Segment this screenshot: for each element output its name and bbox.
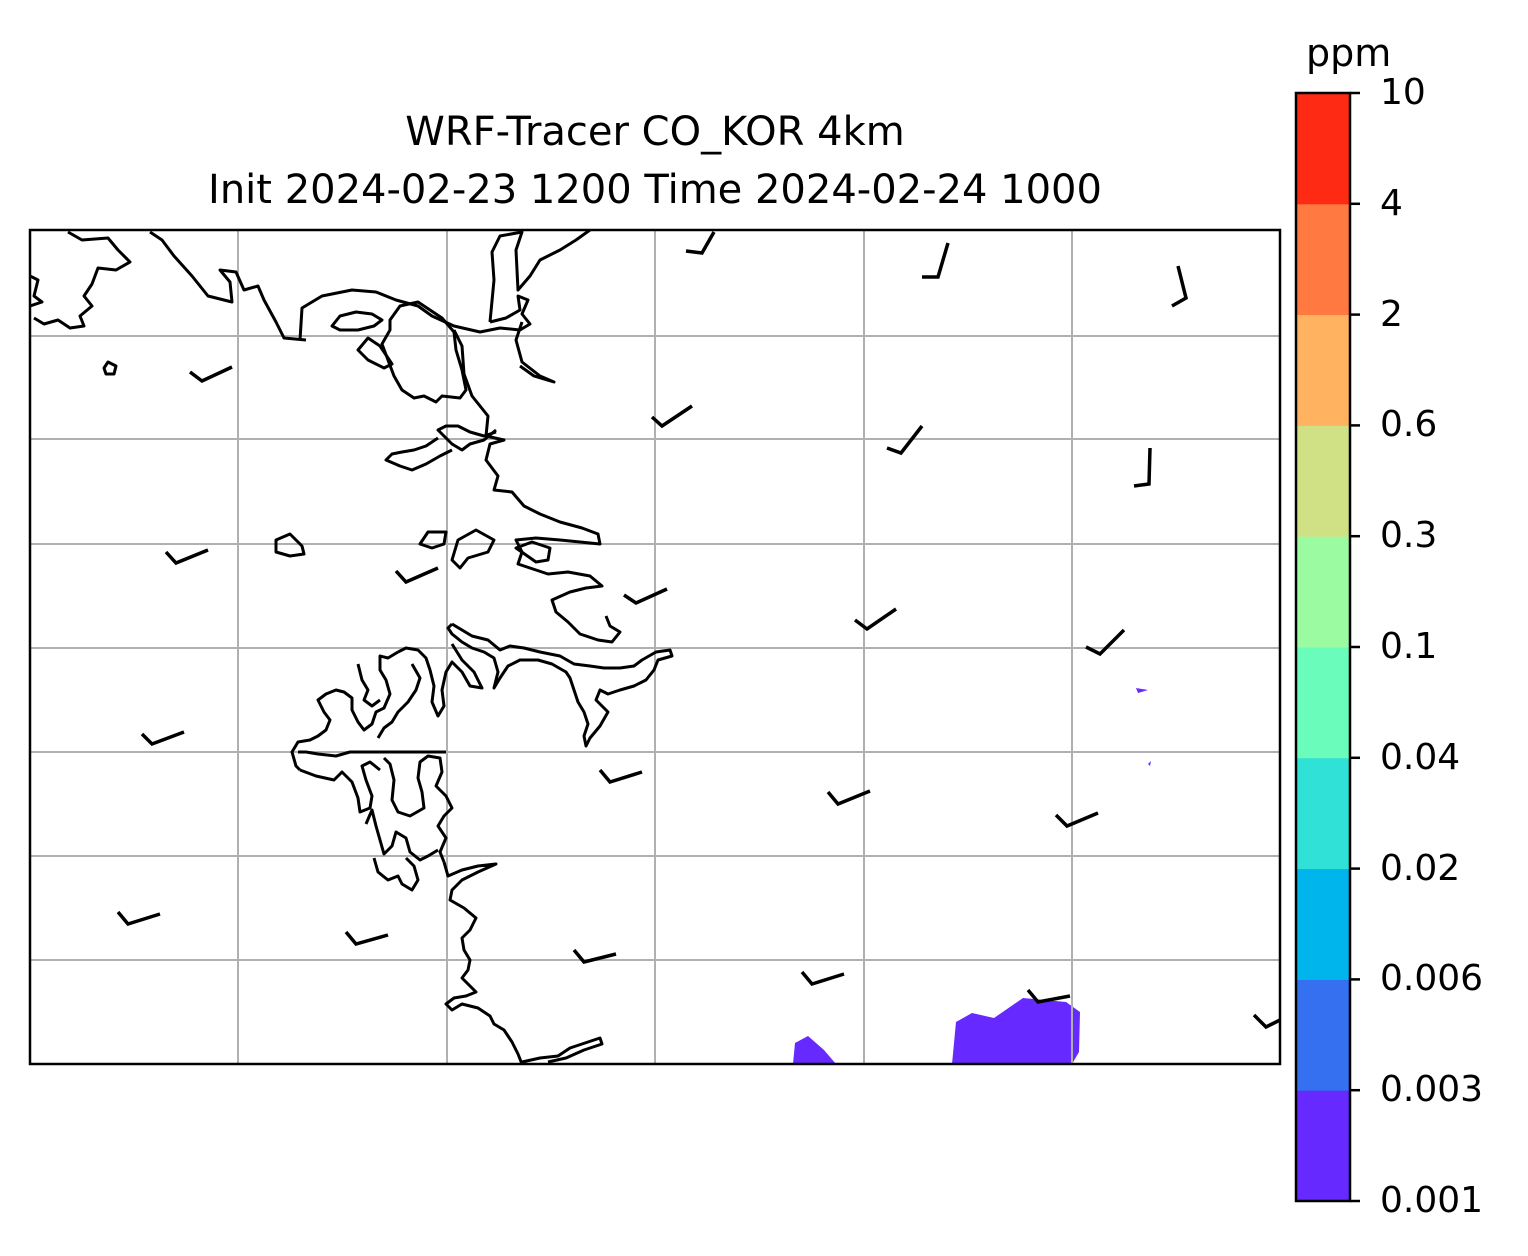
coastline: [514, 321, 556, 384]
wind-barb: [188, 365, 233, 384]
colorbar-tick-label: 0.04: [1380, 736, 1461, 778]
colorbar-tick-label: 0.6: [1380, 404, 1438, 446]
colorbar: [1294, 91, 1360, 1203]
wind-barb: [116, 910, 161, 927]
wind-barb: [164, 548, 209, 566]
coastline: [290, 650, 399, 772]
wind-barb: [598, 768, 643, 785]
wind-barb: [394, 566, 439, 585]
wind-barb: [1085, 628, 1126, 657]
colorbar-segment: [1296, 647, 1350, 759]
wind-barb: [1026, 988, 1071, 1004]
coastline: [356, 663, 381, 708]
colorbar-segment: [1296, 757, 1350, 870]
wind-barb: [685, 231, 716, 255]
colorbar-segment: [1296, 93, 1350, 205]
coastline: [488, 230, 591, 323]
colorbar-tick-label: 0.001: [1380, 1180, 1484, 1221]
wind-barb: [1171, 265, 1189, 308]
tracer-patch: [1136, 688, 1148, 693]
coastline: [397, 643, 484, 718]
wind-barb: [800, 970, 845, 987]
coastline: [418, 530, 448, 550]
coastline: [521, 1036, 604, 1064]
wind-barb: [853, 607, 897, 632]
colorbar-tick-label: 0.02: [1380, 847, 1461, 889]
coastline: [102, 360, 118, 376]
colorbar-tick-label: 0.1: [1380, 626, 1438, 667]
wind-barbs: [116, 231, 1280, 1030]
coastline: [330, 310, 384, 332]
coastline: [436, 424, 497, 452]
colorbar-segment: [1296, 203, 1350, 316]
coastline: [514, 540, 552, 564]
map-frame: [28, 228, 1282, 1066]
colorbar-tick-label: 10: [1380, 72, 1426, 113]
coastline: [380, 300, 468, 404]
coastline: [442, 861, 524, 1064]
wind-barb: [572, 948, 617, 964]
wind-barb: [886, 424, 924, 456]
colorbar-segment: [1296, 425, 1350, 537]
coastline: [382, 754, 454, 863]
coastline: [149, 230, 307, 342]
gridlines: [30, 230, 1280, 1064]
wind-barb: [140, 730, 185, 747]
colorbar-unit-label: ppm: [1306, 31, 1392, 75]
wind-barb: [650, 404, 693, 429]
tracer-patch: [793, 1036, 836, 1064]
coastline: [298, 288, 532, 341]
wind-barb: [1054, 811, 1099, 829]
chart-title-line1: WRF-Tracer CO_KOR 4km: [405, 109, 905, 155]
colorbar-segment: [1296, 314, 1350, 426]
coastline: [372, 856, 420, 892]
wind-barb: [1252, 1013, 1280, 1030]
coastline: [446, 622, 674, 748]
colorbar-tick-label: 0.003: [1380, 1069, 1484, 1111]
coastline: [384, 436, 453, 472]
tracer-patch: [1148, 761, 1151, 766]
coastline: [364, 808, 439, 862]
wind-barb: [1133, 447, 1152, 488]
colorbar-segment: [1296, 1090, 1350, 1202]
coastline: [298, 750, 446, 758]
colorbar-tick-label: 0.3: [1380, 515, 1438, 557]
coastline: [299, 760, 381, 814]
coastline: [356, 336, 394, 370]
coastline: [450, 528, 496, 570]
chart-title-line2: Init 2024-02-23 1200 Time 2024-02-24 100…: [208, 167, 1102, 213]
colorbar-tick-label: 2: [1380, 293, 1403, 335]
colorbar-segment: [1296, 868, 1350, 980]
tracer-patches: [793, 688, 1151, 1064]
wind-barb: [623, 587, 668, 605]
coastline: [30, 274, 44, 308]
tracer-patch: [952, 998, 1080, 1064]
coastline: [33, 230, 132, 330]
colorbar-segment: [1296, 536, 1350, 648]
coastline: [376, 663, 422, 739]
colorbar-segment: [1296, 979, 1350, 1091]
wind-barb: [922, 242, 950, 279]
wind-barb: [826, 789, 871, 807]
colorbar-tick-label: 4: [1380, 182, 1403, 224]
coastline: [274, 532, 306, 558]
colorbar-tick-label: 0.006: [1380, 958, 1484, 1000]
wind-barb: [344, 930, 389, 946]
coastline: [452, 329, 622, 644]
coastlines: [30, 230, 674, 1064]
